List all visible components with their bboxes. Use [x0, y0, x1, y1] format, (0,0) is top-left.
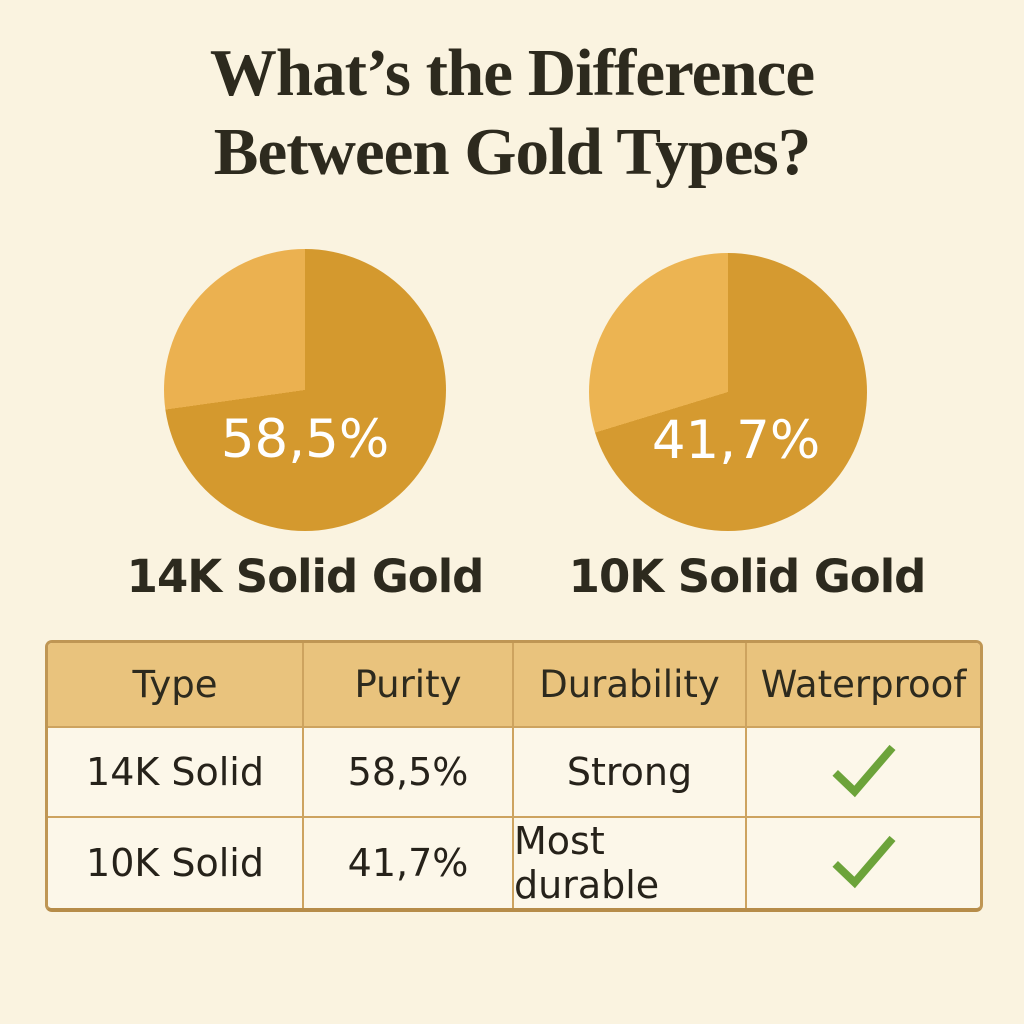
- pie-value-label: 41,7%: [651, 410, 821, 472]
- header-cell-type: Type: [48, 643, 304, 728]
- row2-cell-waterproof: [747, 818, 980, 908]
- pie-caption-10k: 10K Solid Gold: [568, 550, 927, 603]
- row1-cell-durability: Strong: [514, 728, 747, 818]
- row2-cell-purity: 41,7%: [304, 818, 514, 908]
- page-title: What’s the Difference Between Gold Types…: [0, 34, 1024, 192]
- pie-value-label: 58,5%: [220, 408, 390, 470]
- title-line-2: Between Gold Types?: [213, 115, 811, 189]
- header-cell-purity: Purity: [304, 643, 514, 728]
- title-line-1: What’s the Difference: [209, 36, 815, 110]
- row1-cell-purity: 58,5%: [304, 728, 514, 818]
- row2-cell-type: 10K Solid: [48, 818, 304, 908]
- check-icon: [831, 835, 896, 889]
- header-cell-durability: Durability: [514, 643, 747, 728]
- row1-cell-type: 14K Solid: [48, 728, 304, 818]
- row1-cell-waterproof: [747, 728, 980, 818]
- header-cell-waterproof: Waterproof: [747, 643, 980, 728]
- comparison-table: Type Purity Durability Waterproof 14K So…: [45, 640, 983, 912]
- row2-cell-durability: Most durable: [514, 818, 747, 908]
- pie-chart-14k-gold: 58,5%: [164, 249, 446, 531]
- pie-chart-10k-gold: 41,7%: [589, 253, 867, 531]
- check-icon: [831, 744, 896, 798]
- pie-caption-14k: 14K Solid Gold: [126, 550, 485, 603]
